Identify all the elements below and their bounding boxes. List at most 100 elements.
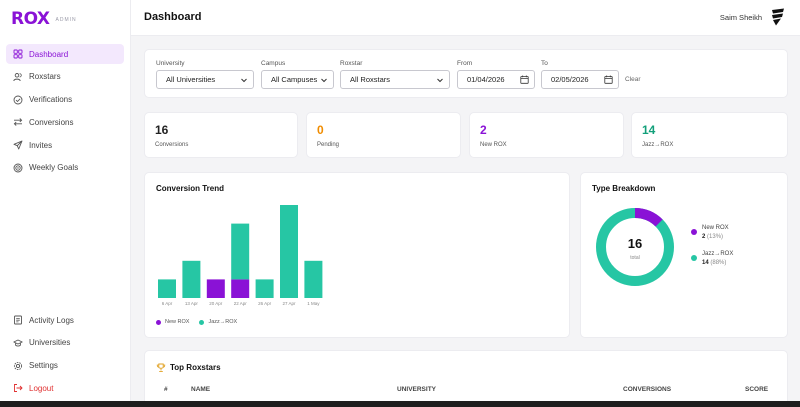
log-icon bbox=[13, 315, 23, 325]
users-icon bbox=[13, 72, 23, 82]
sidebar-item-roxstars[interactable]: Roxstars bbox=[6, 67, 124, 87]
target-icon bbox=[13, 163, 23, 173]
donut-segment-new-rox bbox=[596, 208, 674, 286]
bar-jazz-rox[interactable] bbox=[231, 223, 250, 280]
chevron-down-icon bbox=[437, 78, 443, 83]
grid-icon bbox=[13, 49, 23, 59]
sidebar-item-logout[interactable]: Logout bbox=[6, 378, 124, 398]
donut-legend: New ROX 2 (13%) Jazz→ROX 14 (88%) bbox=[691, 224, 733, 276]
roxstar-select-value: All Roxstars bbox=[350, 75, 391, 84]
sidebar-nav: Dashboard Roxstars Verifications Convers… bbox=[6, 44, 124, 181]
sidebar-item-label: Universities bbox=[29, 338, 71, 348]
column-header-score[interactable]: SCORE bbox=[745, 386, 769, 393]
sidebar-item-label: Settings bbox=[29, 361, 58, 371]
sidebar-item-invites[interactable]: Invites bbox=[6, 135, 124, 155]
check-circle-icon bbox=[13, 95, 23, 105]
calendar-icon[interactable] bbox=[604, 75, 613, 84]
university-select[interactable]: All Universities bbox=[156, 70, 254, 89]
column-header-rank[interactable]: # bbox=[164, 386, 168, 393]
bar-jazz-rox[interactable] bbox=[158, 279, 176, 298]
sidebar-item-label: Conversions bbox=[29, 117, 74, 127]
bar-jazz-rox[interactable] bbox=[280, 205, 298, 298]
campus-select[interactable]: All Campuses bbox=[261, 70, 334, 89]
graduation-cap-icon bbox=[13, 338, 23, 348]
legend-count: 2 bbox=[702, 234, 706, 240]
sidebar-item-label: Roxstars bbox=[29, 72, 61, 82]
logout-icon bbox=[13, 383, 23, 393]
legend-value: 14 (88%) bbox=[702, 259, 733, 268]
donut-legend-item-new-rox: New ROX 2 (13%) bbox=[691, 224, 733, 242]
sidebar: ROX ADMIN Dashboard Roxstars Verificatio… bbox=[0, 0, 131, 407]
legend-count: 14 bbox=[702, 260, 709, 266]
x-tick-label: 22 Apr bbox=[234, 301, 248, 306]
legend-label: New ROX bbox=[165, 319, 190, 325]
legend-name: New ROX bbox=[702, 225, 729, 231]
roxstar-filter-label: Roxstar bbox=[340, 60, 363, 67]
sidebar-item-verifications[interactable]: Verifications bbox=[6, 90, 124, 110]
brand-logo[interactable]: ROX ADMIN bbox=[11, 9, 77, 29]
user-name[interactable]: Saim Sheikh bbox=[719, 13, 762, 22]
x-tick-label: 26 Apr bbox=[258, 301, 272, 306]
calendar-icon[interactable] bbox=[520, 75, 529, 84]
send-icon bbox=[13, 140, 23, 150]
stat-value: 0 bbox=[317, 123, 324, 137]
bar-jazz-rox[interactable] bbox=[255, 279, 274, 298]
bar-jazz-rox[interactable] bbox=[182, 260, 201, 298]
sidebar-item-label: Logout bbox=[29, 383, 54, 393]
column-header-conversions[interactable]: CONVERSIONS bbox=[623, 386, 672, 393]
swap-icon bbox=[13, 117, 23, 127]
sidebar-item-label: Verifications bbox=[29, 95, 73, 105]
sidebar-item-label: Weekly Goals bbox=[29, 163, 79, 173]
stat-value: 16 bbox=[155, 123, 169, 137]
column-header-name[interactable]: NAME bbox=[191, 386, 211, 393]
type-breakdown-donut: 16 total bbox=[596, 208, 674, 286]
legend-swatch bbox=[691, 255, 697, 261]
sidebar-item-conversions[interactable]: Conversions bbox=[6, 112, 124, 132]
to-date-input[interactable]: 02/05/2026 bbox=[541, 70, 619, 89]
user-avatar-logo-icon[interactable] bbox=[770, 8, 786, 26]
from-date-input[interactable]: 01/04/2026 bbox=[457, 70, 535, 89]
taskbar-strip bbox=[0, 401, 800, 407]
sidebar-item-activity-logs[interactable]: Activity Logs bbox=[6, 310, 124, 330]
to-date-label: To bbox=[541, 60, 548, 67]
chart-legend: New ROX Jazz→ROX bbox=[156, 319, 247, 325]
legend-pct: (88%) bbox=[710, 260, 727, 266]
sidebar-item-label: Dashboard bbox=[29, 49, 69, 59]
bar-new-rox[interactable] bbox=[206, 279, 225, 298]
stat-card-jazz-rox: 14 Jazz→ROX bbox=[631, 112, 788, 158]
donut-total-label: total bbox=[630, 255, 639, 261]
donut-total: 16 bbox=[628, 236, 642, 251]
stat-label: Pending bbox=[317, 142, 340, 148]
legend-swatch bbox=[199, 319, 205, 325]
sidebar-item-settings[interactable]: Settings bbox=[6, 356, 124, 376]
legend-item-new-rox: New ROX bbox=[156, 319, 189, 325]
legend-item-jazz-rox: Jazz→ROX bbox=[199, 319, 237, 325]
chevron-down-icon bbox=[241, 78, 247, 83]
bar-new-rox[interactable] bbox=[231, 279, 250, 298]
stat-label: Conversions bbox=[155, 142, 189, 148]
from-date-value: 01/04/2026 bbox=[467, 75, 505, 84]
panel-title: Type Breakdown bbox=[592, 184, 656, 193]
sidebar-item-universities[interactable]: Universities bbox=[6, 333, 124, 353]
sidebar-item-weekly-goals[interactable]: Weekly Goals bbox=[6, 158, 124, 178]
filters-panel: University All Universities Campus All C… bbox=[144, 49, 788, 98]
x-tick-label: 27 Apr bbox=[282, 301, 296, 306]
bar-jazz-rox[interactable] bbox=[304, 260, 323, 298]
top-roxstars-panel: Top Roxstars # NAME UNIVERSITY CONVERSIO… bbox=[144, 350, 788, 407]
campus-filter-label: Campus bbox=[261, 60, 286, 67]
x-tick-label: 13 Apr bbox=[185, 301, 199, 306]
sidebar-item-dashboard[interactable]: Dashboard bbox=[6, 44, 124, 64]
type-breakdown-panel: Type Breakdown 16 total New ROX 2 (13%) … bbox=[580, 172, 788, 338]
legend-swatch bbox=[156, 319, 161, 325]
brand-tag: ADMIN bbox=[55, 17, 77, 23]
legend-label: Jazz→ROX bbox=[208, 319, 238, 325]
conversion-trend-chart: 6 Apr 13 Apr 20 Apr 22 Apr 26 Apr 27 Apr 1 May bbox=[158, 205, 323, 306]
stat-value: 2 bbox=[480, 123, 487, 137]
clear-filters-button[interactable]: Clear bbox=[625, 76, 641, 83]
to-date-value: 02/05/2026 bbox=[551, 75, 589, 84]
legend-swatch bbox=[691, 229, 697, 235]
column-header-university[interactable]: UNIVERSITY bbox=[397, 386, 437, 393]
roxstar-select[interactable]: All Roxstars bbox=[340, 70, 450, 89]
legend-value: 2 (13%) bbox=[702, 233, 729, 242]
chevron-down-icon bbox=[321, 78, 327, 83]
